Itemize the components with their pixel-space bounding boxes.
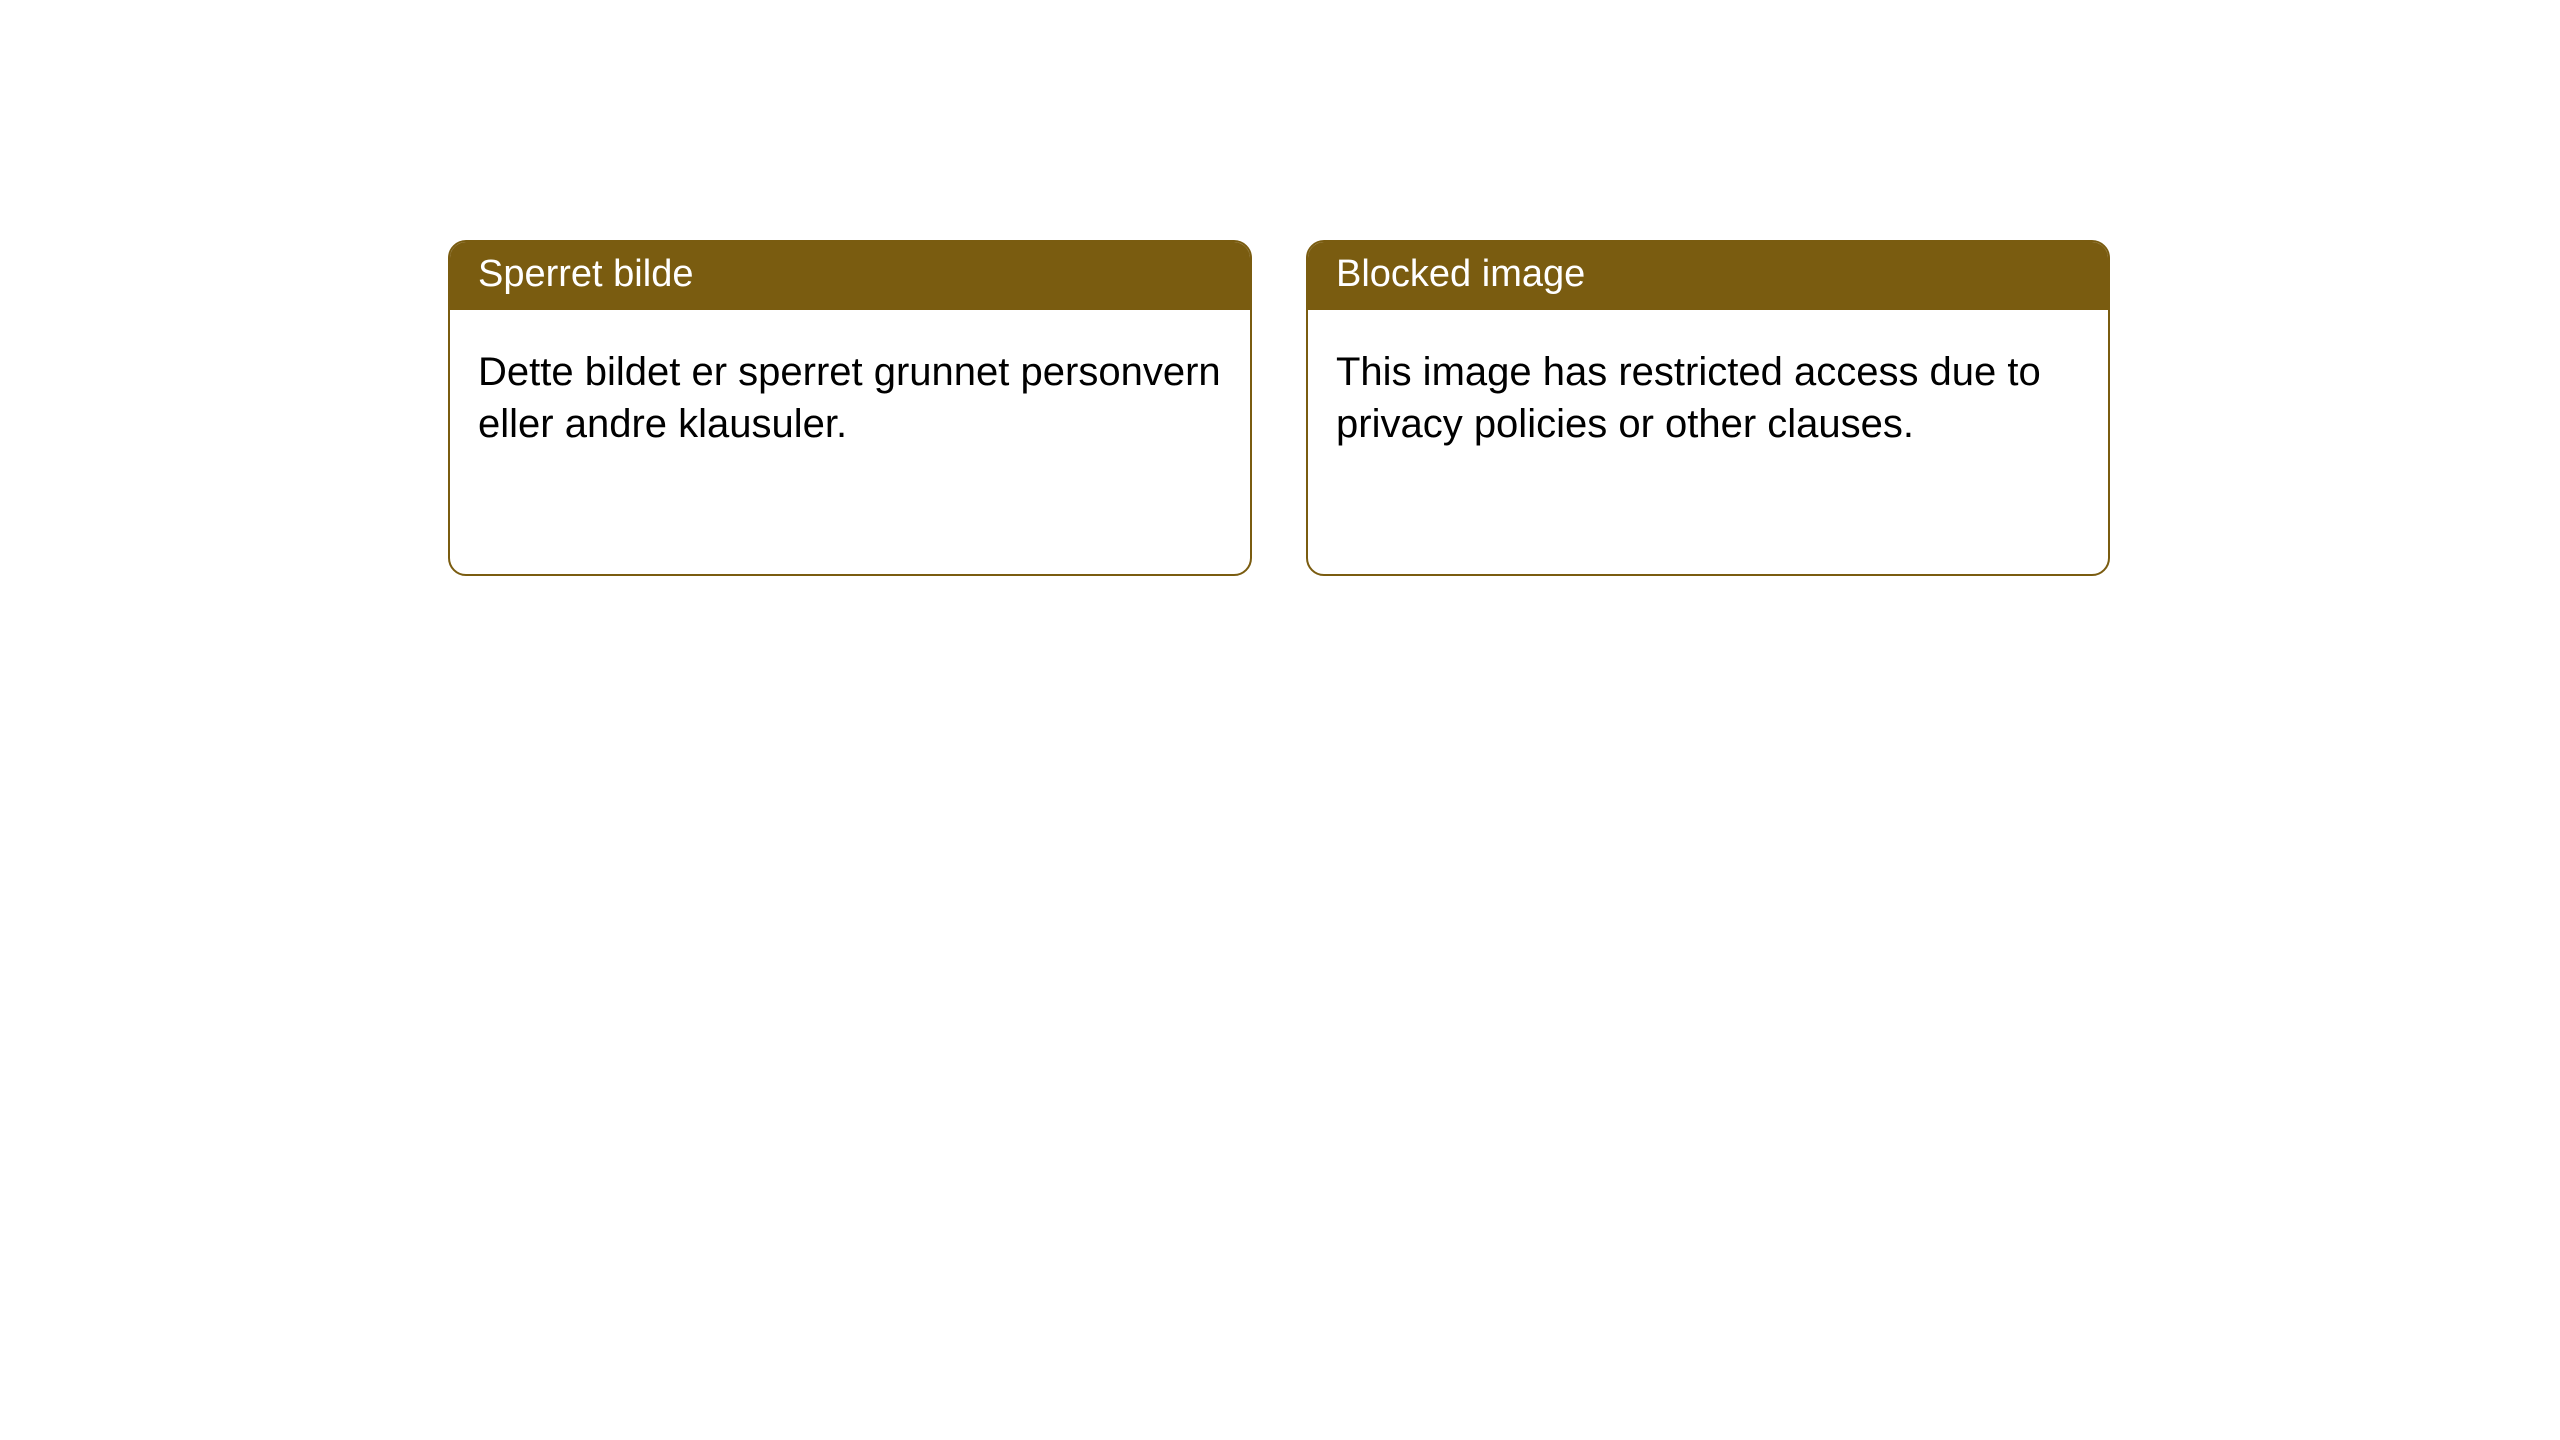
card-header: Blocked image: [1308, 242, 2108, 310]
card-header: Sperret bilde: [450, 242, 1250, 310]
card-body-text: This image has restricted access due to …: [1336, 350, 2041, 446]
card-body: This image has restricted access due to …: [1308, 310, 2108, 478]
card-title: Blocked image: [1336, 253, 1585, 295]
card-body-text: Dette bildet er sperret grunnet personve…: [478, 350, 1221, 446]
blocked-image-card-no: Sperret bilde Dette bildet er sperret gr…: [448, 240, 1252, 576]
blocked-image-card-en: Blocked image This image has restricted …: [1306, 240, 2110, 576]
card-title: Sperret bilde: [478, 253, 693, 295]
cards-container: Sperret bilde Dette bildet er sperret gr…: [0, 0, 2560, 576]
card-body: Dette bildet er sperret grunnet personve…: [450, 310, 1250, 478]
